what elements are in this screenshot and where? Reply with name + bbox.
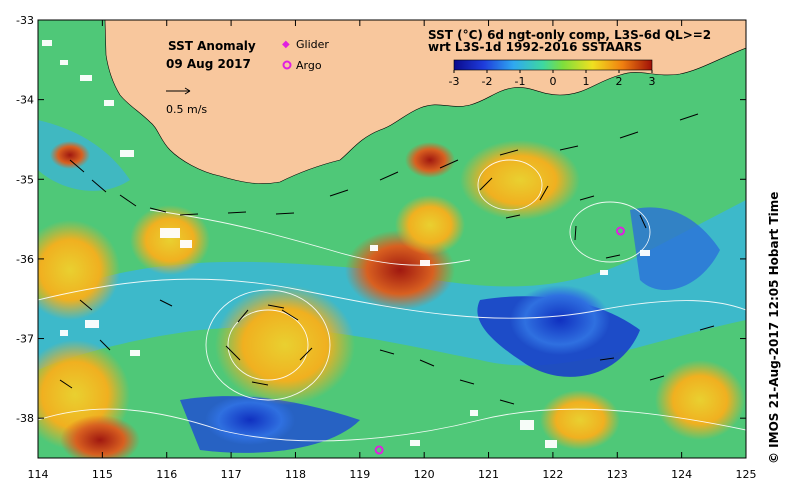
argo-floats bbox=[374, 226, 625, 455]
y-tick-label: -33 bbox=[16, 14, 34, 27]
colorbar-title-1: SST (°C) 6d ngt-only comp, L3S-6d QL>=2 bbox=[428, 28, 711, 42]
y-axis: -33-34-35-36-37-38 bbox=[16, 14, 746, 425]
map-title: SST Anomaly bbox=[168, 39, 256, 53]
colorbar-tick-label: 0 bbox=[550, 75, 557, 88]
x-tick-label: 115 bbox=[92, 468, 113, 481]
argo-float bbox=[374, 445, 384, 455]
x-tick-label: 122 bbox=[542, 468, 563, 481]
y-tick-label: -38 bbox=[16, 412, 34, 425]
colorbar-tick-label: 1 bbox=[583, 75, 590, 88]
colorbar-title-2: wrt L3S-1d 1992-2016 SSTAARS bbox=[428, 40, 642, 54]
x-tick-label: 121 bbox=[478, 468, 499, 481]
current-vectors bbox=[59, 113, 715, 405]
colorbar-tick-label: -1 bbox=[515, 75, 526, 88]
x-tick-label: 118 bbox=[285, 468, 306, 481]
argo-icon bbox=[282, 60, 292, 70]
x-tick-label: 117 bbox=[221, 468, 242, 481]
sst-field bbox=[38, 20, 746, 458]
x-axis: 114 115 116 117 118 119 120 121 122 123 124 125 bbox=[28, 20, 757, 481]
argo-label: Argo bbox=[296, 59, 322, 72]
colorbar-tick-label: 2 bbox=[616, 75, 623, 88]
scale-label: 0.5 m/s bbox=[166, 103, 207, 116]
colorbar-tick-label: 3 bbox=[649, 75, 656, 88]
argo-float bbox=[615, 226, 625, 236]
colorbar-tick-label: -2 bbox=[482, 75, 493, 88]
y-tick-label: -34 bbox=[16, 94, 34, 107]
x-tick-label: 116 bbox=[156, 468, 177, 481]
x-tick-label: 120 bbox=[414, 468, 435, 481]
x-tick-label: 114 bbox=[28, 468, 49, 481]
glider-icon: ◆ bbox=[282, 39, 290, 50]
y-tick-label: -36 bbox=[16, 253, 34, 266]
y-tick-label: -35 bbox=[16, 173, 34, 186]
credit: © IMOS 21-Aug-2017 12:05 Hobart Time bbox=[767, 192, 781, 464]
x-tick-label: 125 bbox=[736, 468, 757, 481]
scale-vector: 0.5 m/s bbox=[166, 87, 207, 116]
colorbar-ticks: -3 -2 -1 0 1 2 3 bbox=[449, 70, 656, 88]
x-tick-label: 124 bbox=[671, 468, 692, 481]
argo-legend: Argo bbox=[282, 59, 322, 72]
glider-label: Glider bbox=[296, 38, 329, 51]
x-tick-label: 119 bbox=[349, 468, 370, 481]
map-date: 09 Aug 2017 bbox=[166, 57, 251, 71]
x-tick-label: 123 bbox=[607, 468, 628, 481]
colorbar-tick-label: -3 bbox=[449, 75, 460, 88]
glider-legend: ◆ Glider bbox=[282, 38, 329, 51]
y-tick-label: -37 bbox=[16, 333, 34, 346]
colorbar bbox=[453, 59, 653, 71]
